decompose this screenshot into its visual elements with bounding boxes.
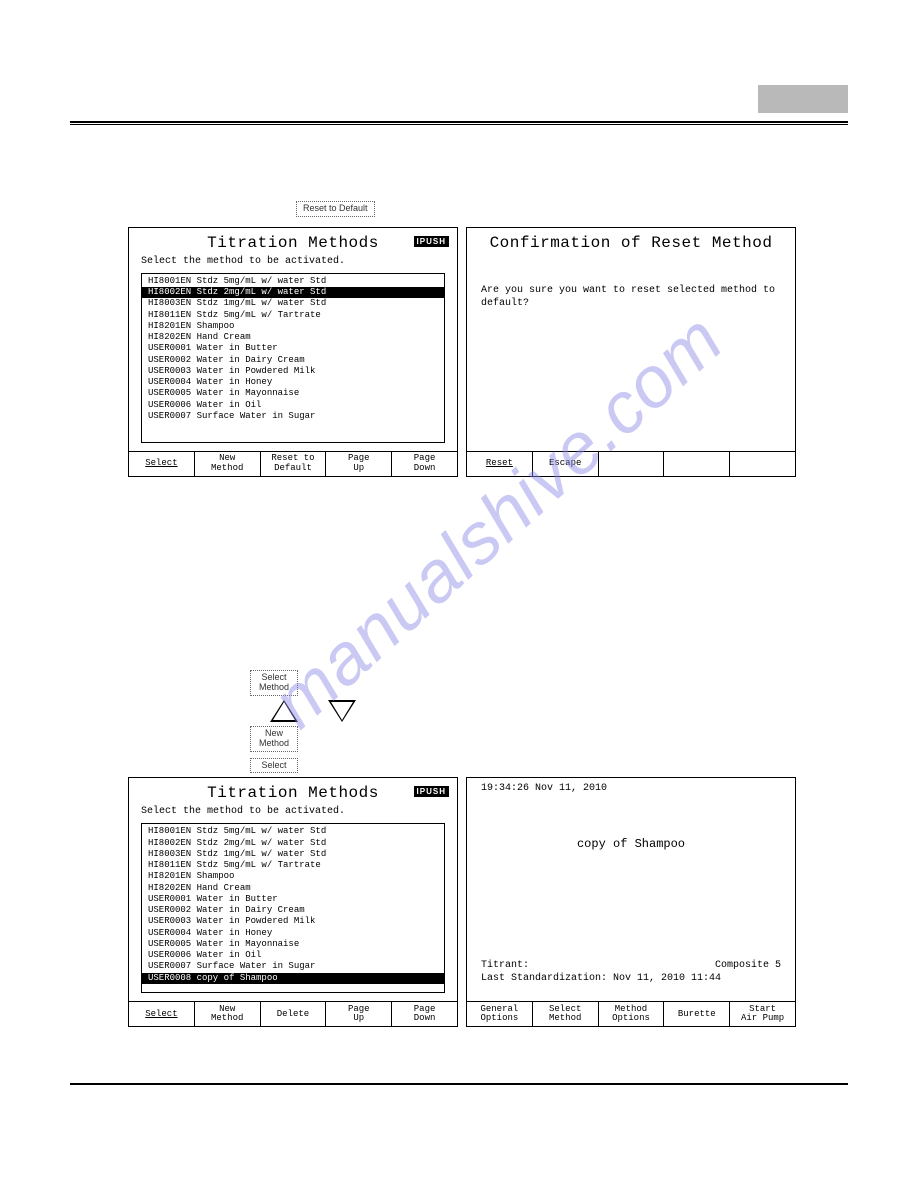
list-item[interactable]: USER0005 Water in Mayonnaise: [142, 939, 444, 950]
list-item[interactable]: HI8201EN Shampoo: [142, 321, 444, 332]
list-item[interactable]: HI8011EN Stdz 5mg/mL w/ Tartrate: [142, 860, 444, 871]
status-badge: IPUSH: [414, 236, 449, 247]
softkey[interactable]: Burette: [664, 1002, 730, 1026]
titration-methods-panel: IPUSH Titration Methods Select the metho…: [128, 777, 458, 1027]
footer-rule: [70, 1083, 848, 1085]
softkey: [664, 452, 730, 476]
timestamp: 19:34:26 Nov 11, 2010: [481, 782, 781, 795]
list-item[interactable]: USER0003 Water in Powdered Milk: [142, 366, 444, 377]
panel-title: Confirmation of Reset Method: [467, 228, 795, 254]
list-item[interactable]: USER0004 Water in Honey: [142, 377, 444, 388]
titrant-label: Titrant:: [481, 959, 529, 972]
softkey[interactable]: Reset to Default: [261, 452, 327, 476]
softkey[interactable]: Escape: [533, 452, 599, 476]
titration-methods-panel: IPUSH Titration Methods Select the metho…: [128, 227, 458, 477]
softkey[interactable]: Method Options: [599, 1002, 665, 1026]
list-item[interactable]: USER0006 Water in Oil: [142, 400, 444, 411]
method-list: HI8001EN Stdz 5mg/mL w/ water StdHI8002E…: [141, 273, 445, 443]
softkey-row: SelectNew MethodReset to DefaultPage UpP…: [129, 451, 457, 476]
list-item[interactable]: USER0006 Water in Oil: [142, 950, 444, 961]
list-item[interactable]: USER0008 copy of Shampoo: [142, 973, 444, 984]
list-item[interactable]: HI8002EN Stdz 2mg/mL w/ water Std: [142, 287, 444, 298]
list-item[interactable]: HI8001EN Stdz 5mg/mL w/ water Std: [142, 826, 444, 837]
softkey-row: SelectNew MethodDeletePage UpPage Down: [129, 1001, 457, 1026]
softkey[interactable]: Select Method: [533, 1002, 599, 1026]
softkey-row: General OptionsSelect MethodMethod Optio…: [467, 1001, 795, 1026]
panel-title: Titration Methods: [129, 228, 457, 254]
list-item[interactable]: HI8011EN Stdz 5mg/mL w/ Tartrate: [142, 310, 444, 321]
list-item[interactable]: HI8202EN Hand Cream: [142, 883, 444, 894]
panel-body: 19:34:26 Nov 11, 2010 copy of Shampoo Ti…: [467, 778, 795, 993]
softkey: [730, 452, 795, 476]
up-arrow-icon[interactable]: [270, 700, 298, 722]
last-standardization: Last Standardization: Nov 11, 2010 11:44: [481, 972, 781, 985]
softkey[interactable]: Select: [129, 1002, 195, 1026]
method-list: HI8001EN Stdz 5mg/mL w/ water StdHI8002E…: [141, 823, 445, 993]
softkey[interactable]: Page Down: [392, 1002, 457, 1026]
panel-subtitle: Select the method to be activated.: [129, 254, 457, 273]
status-badge: IPUSH: [414, 786, 449, 797]
list-item[interactable]: HI8001EN Stdz 5mg/mL w/ water Std: [142, 276, 444, 287]
select-method-button[interactable]: Select Method: [250, 670, 298, 696]
list-item[interactable]: USER0002 Water in Dairy Cream: [142, 355, 444, 366]
list-item[interactable]: USER0002 Water in Dairy Cream: [142, 905, 444, 916]
header-rule: [70, 121, 848, 123]
panel-body-text: Are you sure you want to reset selected …: [467, 254, 795, 443]
select-button[interactable]: Select: [250, 758, 298, 774]
list-item[interactable]: HI8003EN Stdz 1mg/mL w/ water Std: [142, 849, 444, 860]
method-name: copy of Shampoo: [481, 837, 781, 853]
softkey[interactable]: Select: [129, 452, 195, 476]
softkey[interactable]: Delete: [261, 1002, 327, 1026]
list-item[interactable]: HI8003EN Stdz 1mg/mL w/ water Std: [142, 298, 444, 309]
softkey: [599, 452, 665, 476]
softkey[interactable]: New Method: [195, 452, 261, 476]
panel-title: Titration Methods: [129, 778, 457, 804]
list-item[interactable]: HI8201EN Shampoo: [142, 871, 444, 882]
main-status-panel: 19:34:26 Nov 11, 2010 copy of Shampoo Ti…: [466, 777, 796, 1027]
list-item[interactable]: USER0004 Water in Honey: [142, 928, 444, 939]
softkey[interactable]: Page Up: [326, 1002, 392, 1026]
list-item[interactable]: HI8002EN Stdz 2mg/mL w/ water Std: [142, 838, 444, 849]
reset-to-default-button[interactable]: Reset to Default: [296, 201, 375, 217]
header-rule-thin: [70, 124, 848, 125]
panel-subtitle: Select the method to be activated.: [129, 804, 457, 823]
list-item[interactable]: USER0003 Water in Powdered Milk: [142, 916, 444, 927]
softkey[interactable]: Page Down: [392, 452, 457, 476]
list-item[interactable]: USER0007 Surface Water in Sugar: [142, 411, 444, 422]
softkey[interactable]: General Options: [467, 1002, 533, 1026]
list-item[interactable]: USER0005 Water in Mayonnaise: [142, 388, 444, 399]
list-item[interactable]: USER0001 Water in Butter: [142, 343, 444, 354]
softkey[interactable]: Reset: [467, 452, 533, 476]
header-tab: [758, 85, 848, 113]
softkey[interactable]: New Method: [195, 1002, 261, 1026]
softkey-row: ResetEscape: [467, 451, 795, 476]
softkey[interactable]: Start Air Pump: [730, 1002, 795, 1026]
titrant-value: Composite 5: [715, 959, 781, 972]
list-item[interactable]: USER0007 Surface Water in Sugar: [142, 961, 444, 972]
softkey[interactable]: Page Up: [326, 452, 392, 476]
down-arrow-icon[interactable]: [328, 700, 356, 722]
list-item[interactable]: USER0001 Water in Butter: [142, 894, 444, 905]
new-method-button[interactable]: New Method: [250, 726, 298, 752]
confirmation-panel: Confirmation of Reset Method Are you sur…: [466, 227, 796, 477]
list-item[interactable]: HI8202EN Hand Cream: [142, 332, 444, 343]
